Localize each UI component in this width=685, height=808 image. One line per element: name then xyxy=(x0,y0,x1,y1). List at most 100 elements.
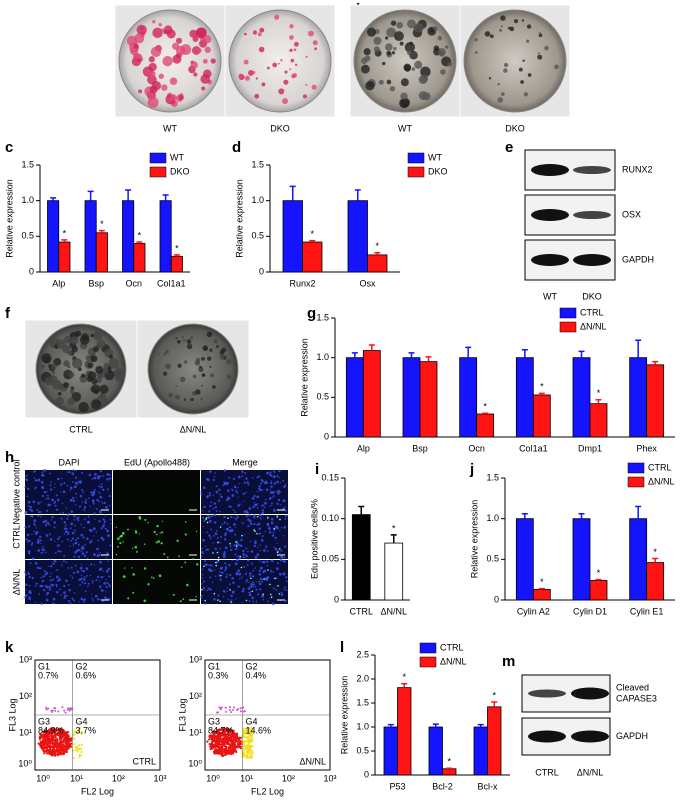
cell-dot xyxy=(37,549,41,552)
cell-dot xyxy=(270,593,272,596)
cell-dot xyxy=(100,483,103,486)
cell-dot xyxy=(273,482,277,485)
cell-dot xyxy=(53,487,56,489)
cell-dot xyxy=(242,587,245,590)
stain-spot xyxy=(63,360,70,367)
stain-spot xyxy=(484,31,491,37)
event-dot xyxy=(246,752,249,755)
cell-dot xyxy=(147,521,149,524)
cell-dot xyxy=(89,540,92,544)
cell-dot xyxy=(33,519,37,522)
cell-dot xyxy=(91,582,94,584)
event-dot xyxy=(62,752,66,755)
event-dot xyxy=(249,745,252,749)
stain-spot xyxy=(165,363,171,370)
cell-dot xyxy=(219,567,223,570)
stain-spot xyxy=(188,343,192,346)
stain-spot xyxy=(257,32,262,37)
stain-spot xyxy=(444,45,449,49)
event-dot xyxy=(52,743,56,747)
stain-spot xyxy=(164,349,169,354)
cell-dot xyxy=(261,539,264,542)
cell-dot xyxy=(33,524,36,527)
bar xyxy=(589,580,608,601)
event-dot xyxy=(220,747,223,750)
error-bar xyxy=(136,241,143,244)
x-tick-label: Bsp xyxy=(412,443,428,453)
stain-spot xyxy=(180,376,186,383)
stain-spot xyxy=(177,340,181,344)
stain-spot xyxy=(199,365,202,368)
stain-spot xyxy=(172,54,182,64)
stain-spot xyxy=(280,58,283,62)
stain-spot xyxy=(259,27,265,33)
stain-spot xyxy=(200,384,204,387)
cell-dot xyxy=(276,562,280,565)
cell-dot xyxy=(245,510,248,513)
stain-spot xyxy=(168,392,173,398)
stain-spot xyxy=(71,345,78,353)
stain-spot xyxy=(163,29,168,35)
cell-dot xyxy=(57,550,60,553)
cell-dot xyxy=(231,576,234,580)
stain-spot xyxy=(509,26,515,32)
cell-dot xyxy=(82,547,85,550)
event-dot xyxy=(67,735,70,738)
stain-spot xyxy=(91,378,98,385)
cell-dot xyxy=(83,576,86,579)
cell-dot xyxy=(234,533,237,536)
cell-dot xyxy=(127,528,129,531)
cell-dot xyxy=(259,544,261,546)
event-dot xyxy=(220,749,223,753)
event-dot xyxy=(72,737,75,740)
cell-dot xyxy=(36,566,40,570)
stain-spot xyxy=(261,82,266,87)
stain-spot xyxy=(70,386,75,390)
event-dot xyxy=(208,738,211,741)
cell-dot xyxy=(202,525,205,528)
cell-dot xyxy=(64,530,68,534)
cell-dot xyxy=(72,545,74,547)
event-dot xyxy=(69,745,73,748)
cell-dot xyxy=(83,505,87,509)
cell-dot xyxy=(234,562,238,566)
event-dot xyxy=(76,750,79,753)
event-dot xyxy=(226,751,229,754)
cell-dot xyxy=(43,588,46,592)
event-dot xyxy=(80,743,83,746)
cell-dot xyxy=(227,598,230,601)
cell-dot xyxy=(50,519,53,521)
legend-label: CTRL xyxy=(648,462,672,472)
cell-dot xyxy=(54,483,56,485)
event-dot xyxy=(239,742,243,746)
cell-dot xyxy=(29,505,32,509)
cell-dot xyxy=(33,470,37,473)
cell-dot xyxy=(217,559,220,562)
cell-dot xyxy=(278,489,280,492)
legend-swatch xyxy=(407,152,425,164)
cell-dot xyxy=(205,517,208,519)
cell-dot xyxy=(27,541,29,543)
significance-mark: * xyxy=(597,388,601,398)
cell-dot xyxy=(100,575,103,579)
cell-dot xyxy=(268,527,271,531)
cell-dot xyxy=(254,530,256,532)
stain-spot xyxy=(180,44,192,55)
error-bar xyxy=(521,513,528,519)
cell-dot xyxy=(50,565,53,568)
cell-dot xyxy=(262,593,264,596)
legend-label: WT xyxy=(170,152,184,162)
cell-dot xyxy=(96,575,100,579)
legend-swatch xyxy=(419,642,437,654)
cell-dot xyxy=(271,502,274,505)
cell-dot xyxy=(249,591,252,593)
cell-dot xyxy=(122,541,124,543)
event-dot xyxy=(62,747,65,750)
stain-spot xyxy=(175,384,178,388)
cell-dot xyxy=(249,574,252,577)
event-dot xyxy=(64,711,67,714)
cell-dot xyxy=(213,502,217,505)
cell-dot xyxy=(77,516,80,519)
event-dot xyxy=(229,706,232,709)
cell-dot xyxy=(261,535,263,537)
